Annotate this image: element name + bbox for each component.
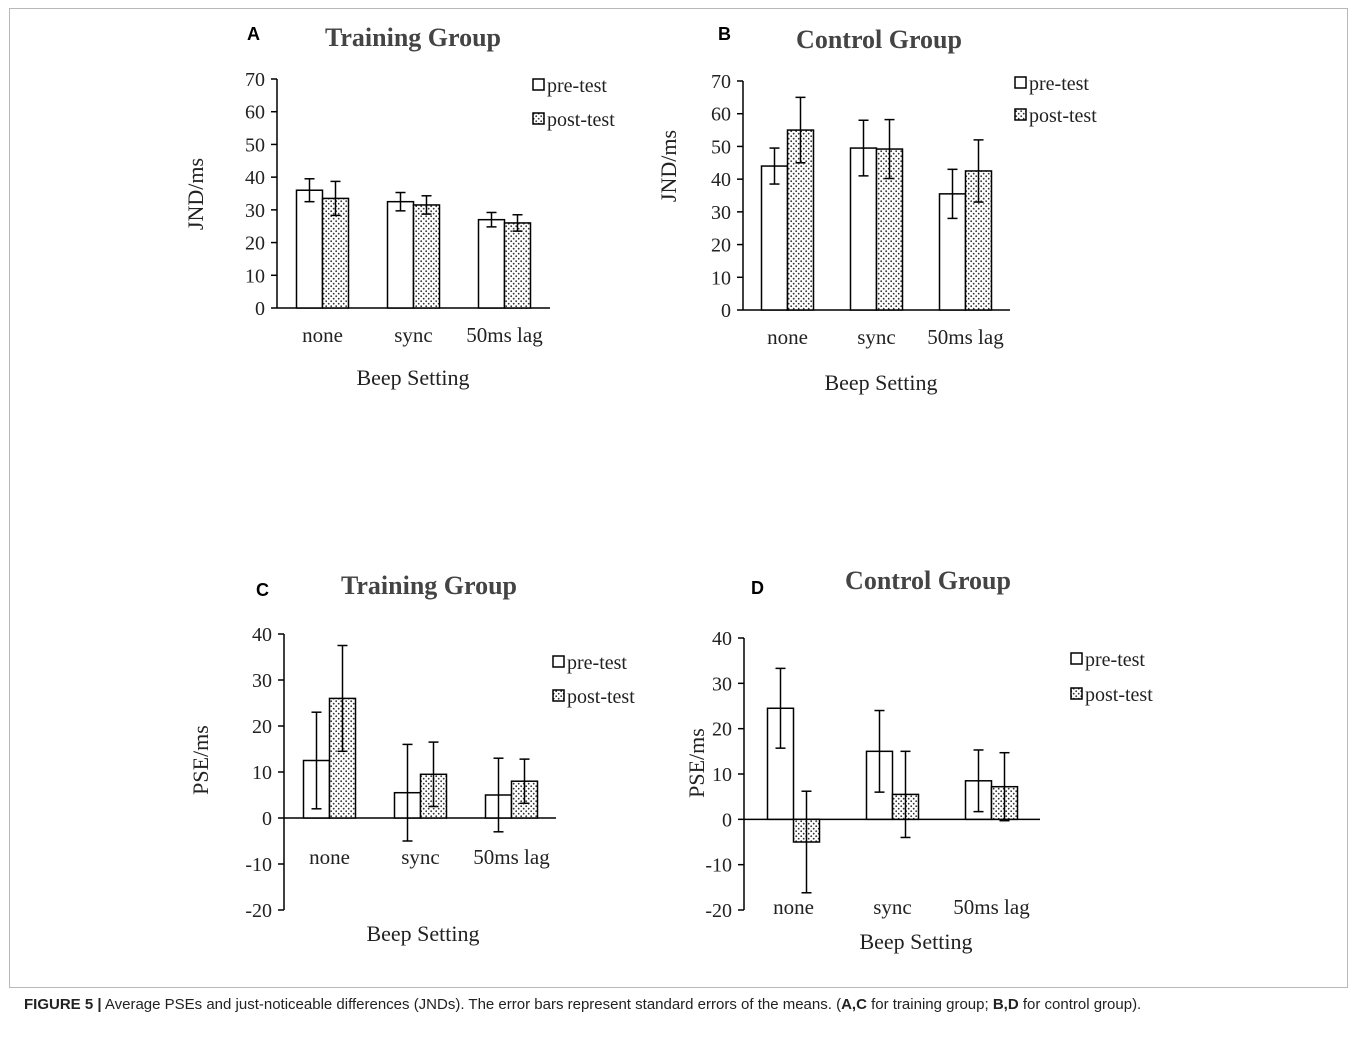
y-tick-label: 30: [711, 202, 731, 224]
x-category-label: 50ms lag: [953, 895, 1030, 919]
caption-bold-1: A,C: [841, 996, 867, 1013]
figure-frame: [9, 8, 1348, 988]
legend-label: post-test: [567, 686, 635, 708]
panel-letter: D: [751, 578, 764, 598]
legend-label: post-test: [1029, 105, 1097, 127]
panel-letter: C: [256, 580, 269, 600]
chart-a: A Training Group 0 10 20 30 40 50 60 70 JND/ms Beep…: [183, 23, 615, 390]
bar-pre-test: [477, 218, 506, 309]
caption-text-3: for control group).: [1018, 996, 1142, 1013]
x-axis-label: Beep Setting: [859, 929, 972, 954]
y-axis-label: JND/ms: [183, 158, 208, 230]
bar-post-test: [503, 222, 532, 309]
caption-text-2: for training group;: [866, 996, 993, 1013]
chart-b: B Control Group 0 10 20 30 40 50 60 70 JND/ms Beep …: [656, 24, 1097, 395]
y-tick-label: 20: [252, 716, 272, 738]
y-tick-label: 40: [245, 167, 265, 189]
legend-label: pre-test: [567, 652, 627, 674]
y-tick-label: 0: [255, 298, 265, 320]
y-tick-label: 60: [245, 102, 265, 124]
chart-title: Control Group: [796, 25, 962, 54]
legend-label: post-test: [547, 109, 615, 131]
x-axis-label: Beep Setting: [824, 370, 937, 395]
y-tick-label: -20: [245, 900, 272, 922]
bar-pre-test: [760, 165, 789, 311]
y-tick-label: 50: [711, 136, 731, 158]
legend-swatch: [1014, 108, 1027, 121]
legend-swatch: [552, 655, 565, 668]
y-axis-label: JND/ms: [656, 130, 681, 202]
legend-label: pre-test: [1085, 649, 1145, 671]
bar-pre-test: [386, 200, 415, 309]
legend-swatch: [1014, 76, 1027, 89]
y-tick-label: 10: [712, 764, 732, 786]
chart-c: C Training Group -20 -10 0 10 20 30 40 PSE/ms Beep…: [188, 571, 635, 946]
x-axis-label: Beep Setting: [356, 365, 469, 390]
x-category-label: sync: [394, 323, 433, 347]
y-axis-label: PSE/ms: [188, 725, 213, 795]
legend-label: pre-test: [1029, 73, 1089, 95]
x-category-label: 50ms lag: [466, 323, 543, 347]
bar-pre-test: [295, 189, 324, 309]
y-tick-label: 30: [245, 200, 265, 222]
caption-bold-2: B,D: [992, 996, 1019, 1013]
y-tick-label: -10: [705, 855, 732, 877]
y-tick-label: 40: [712, 628, 732, 650]
legend-swatch: [1070, 687, 1083, 700]
y-tick-label: 20: [711, 235, 731, 257]
legend-label: pre-test: [547, 75, 607, 97]
x-category-label: none: [773, 895, 814, 919]
caption-text-1: Average PSEs and just-noticeable differe…: [101, 996, 842, 1013]
x-category-label: sync: [857, 325, 896, 349]
y-tick-label: 40: [252, 624, 272, 646]
y-tick-label: 50: [245, 134, 265, 156]
legend-swatch: [532, 78, 545, 91]
y-axis-label: PSE/ms: [684, 728, 709, 798]
panel-letter: A: [247, 24, 260, 44]
legend-swatch: [1070, 652, 1083, 665]
y-tick-label: 40: [711, 169, 731, 191]
x-axis-label: Beep Setting: [366, 921, 479, 946]
y-tick-label: 20: [712, 719, 732, 741]
x-category-label: none: [767, 325, 808, 349]
figure-caption: FIGURE 5 | Average PSEs and just-noticea…: [24, 995, 1334, 1015]
chart-title: Training Group: [325, 23, 501, 52]
legend-swatch: [552, 689, 565, 702]
x-category-label: none: [302, 323, 343, 347]
chart-title: Control Group: [845, 566, 1011, 595]
y-tick-label: 20: [245, 233, 265, 255]
x-category-label: sync: [401, 845, 440, 869]
y-tick-label: 10: [245, 265, 265, 287]
x-category-label: 50ms lag: [473, 845, 550, 869]
y-tick-label: 60: [711, 104, 731, 126]
y-tick-label: 30: [252, 670, 272, 692]
y-tick-label: 70: [245, 69, 265, 91]
x-category-label: none: [309, 845, 350, 869]
y-tick-label: 10: [252, 762, 272, 784]
legend-label: post-test: [1085, 684, 1153, 706]
y-tick-label: 30: [712, 673, 732, 695]
x-category-label: 50ms lag: [927, 325, 1004, 349]
legend-swatch: [532, 112, 545, 125]
y-tick-label: 70: [711, 71, 731, 93]
panel-letter: B: [718, 24, 731, 44]
y-tick-label: 0: [721, 300, 731, 322]
chart-title: Training Group: [341, 571, 517, 600]
y-tick-label: 0: [262, 808, 272, 830]
y-tick-label: 10: [711, 267, 731, 289]
bar-post-test: [412, 204, 441, 309]
chart-d: D Control Group -20 -10 0 10 20 30 40 PSE/ms Beep …: [684, 566, 1153, 954]
caption-label: FIGURE 5 |: [24, 996, 102, 1013]
y-tick-label: -20: [705, 900, 732, 922]
y-tick-label: -10: [245, 854, 272, 876]
y-tick-label: 0: [722, 809, 732, 831]
x-category-label: sync: [873, 895, 912, 919]
